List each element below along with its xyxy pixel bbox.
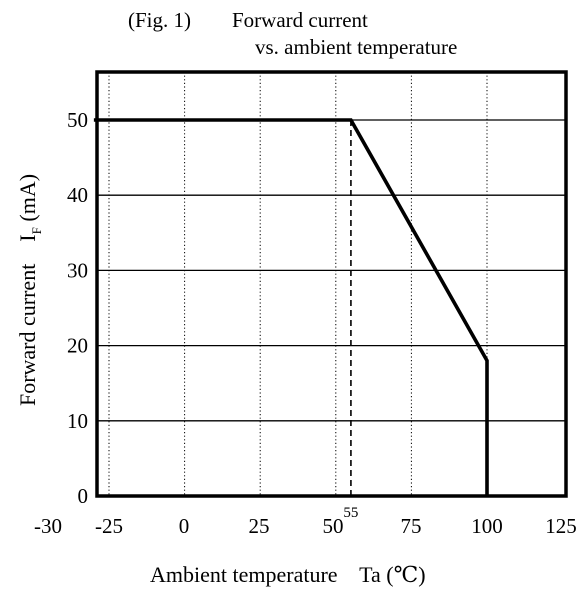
series-line-0 — [93, 118, 489, 496]
x-tick-label-100: 100 — [471, 514, 503, 538]
y-tick-label-10: 10 — [67, 409, 88, 433]
y-axis-label-unit: (mA) — [15, 174, 40, 227]
x-tick-label-0: 0 — [179, 514, 190, 538]
x-tick-label-75: 75 — [401, 514, 422, 538]
x-tick-label-55: 55 — [343, 505, 358, 521]
y-axis-label: Forward current IF (mA) — [15, 174, 44, 406]
chart-title-line-2: vs. ambient temperature — [255, 35, 457, 59]
x-axis-label: Ambient temperature Ta (℃) — [150, 562, 426, 587]
y-axis-label-text: Forward current I — [15, 234, 40, 406]
x-tick-label-neg25: -25 — [95, 514, 123, 538]
x-tick-labels: -30 -25 0 25 50 75 100 125 55 — [34, 505, 577, 538]
y-axis-label-subscript: F — [29, 227, 44, 234]
y-tick-labels: 0 10 20 30 40 50 — [67, 108, 88, 508]
x-tick-label-neg30: -30 — [34, 514, 62, 538]
plot-frame — [95, 70, 568, 498]
chart-title-line-1: Forward current — [232, 8, 368, 32]
series-lines — [93, 118, 489, 496]
figure-number: (Fig. 1) — [128, 8, 191, 32]
x-tick-label-25: 25 — [249, 514, 270, 538]
y-tick-label-30: 30 — [67, 258, 88, 282]
grid — [97, 72, 566, 496]
y-tick-label-0: 0 — [78, 484, 89, 508]
y-tick-label-50: 50 — [67, 108, 88, 132]
y-tick-label-40: 40 — [67, 183, 88, 207]
x-tick-label-50: 50 — [323, 514, 344, 538]
x-tick-label-125: 125 — [545, 514, 577, 538]
y-tick-label-20: 20 — [67, 334, 88, 358]
